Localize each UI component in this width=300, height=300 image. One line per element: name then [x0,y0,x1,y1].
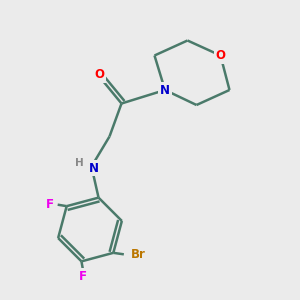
Text: F: F [79,270,87,283]
Text: N: N [89,161,99,175]
Text: Br: Br [130,248,146,261]
Text: O: O [94,68,104,82]
Text: F: F [46,198,54,211]
Text: O: O [215,49,226,62]
Text: N: N [160,83,170,97]
Text: H: H [74,158,83,168]
